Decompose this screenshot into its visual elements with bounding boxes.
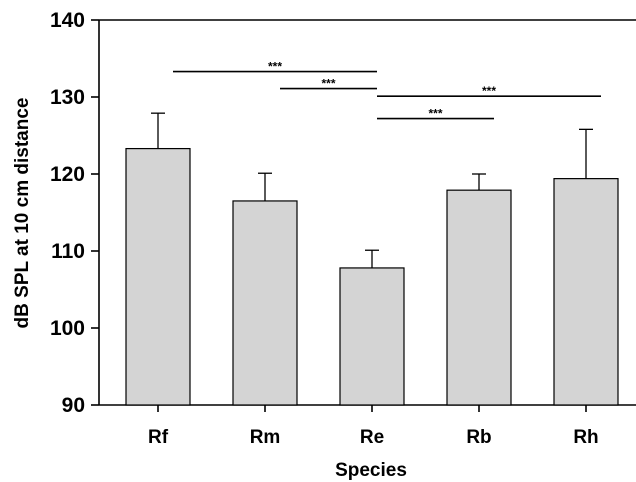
y-tick-label: 140 xyxy=(50,9,85,32)
y-tick-label: 90 xyxy=(62,394,85,417)
x-axis-title: Species xyxy=(335,460,407,481)
x-tick-label-Rb: Rb xyxy=(466,427,491,448)
x-tick-label-Rf: Rf xyxy=(148,427,169,448)
bar-Rf xyxy=(125,147,191,406)
significance-label: *** xyxy=(268,60,282,74)
bar-Rm xyxy=(232,200,298,406)
x-tick-label-Rh: Rh xyxy=(573,427,598,448)
significance-label: *** xyxy=(428,107,442,121)
x-tick-label-Rm: Rm xyxy=(250,427,281,448)
y-tick-label: 100 xyxy=(50,317,85,340)
y-tick-label: 120 xyxy=(50,163,85,186)
significance-label: *** xyxy=(321,77,335,91)
significance-label: *** xyxy=(482,84,496,98)
x-tick-label-Re: Re xyxy=(360,427,384,448)
bar-Rh xyxy=(553,178,619,406)
plot-area: 90 100 110 120 130 140 Rf Rm Re Rb Rh *** *** *** *** xyxy=(50,9,636,448)
y-axis-title: dB SPL at 10 cm distance xyxy=(12,98,33,329)
y-tick-label: 110 xyxy=(51,240,85,263)
bar-Re xyxy=(339,267,405,406)
y-tick-label: 130 xyxy=(50,86,85,109)
bar-Rb xyxy=(446,189,512,406)
